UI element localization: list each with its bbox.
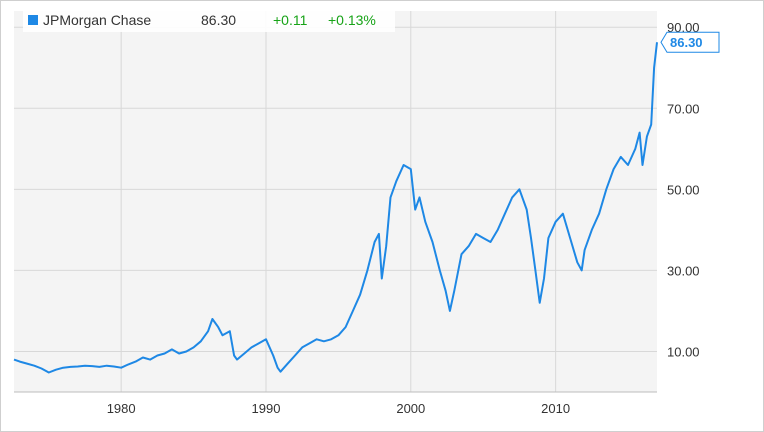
y-tick-label: 70.00 [667,101,700,116]
y-tick-label: 50.00 [667,182,700,197]
legend-change-percent: +0.13% [328,12,376,28]
price-tag-value: 86.30 [670,35,703,50]
price-series-line [13,42,658,374]
legend: JPMorgan Chase 86.30 +0.11 +0.13% [23,8,395,32]
legend-change: +0.11 [273,12,308,28]
x-tick-label: 2000 [396,401,425,416]
y-tick-label: 30.00 [667,263,700,278]
x-axis-labels: 1980 1990 2000 2010 [107,401,570,416]
legend-series-name: JPMorgan Chase [43,12,151,28]
current-price-tag: 86.30 [660,31,720,53]
y-tick-label: 10.00 [667,344,700,359]
price-tag-shape [660,31,720,53]
plot-area [14,11,657,392]
legend-swatch [28,15,38,25]
y-tick-label: 90.00 [667,20,700,35]
legend-price: 86.30 [201,12,236,28]
x-tick-label: 1980 [107,401,136,416]
x-tick-label: 2010 [541,401,570,416]
y-axis-labels: 10.00 30.00 50.00 70.00 90.00 [667,20,700,359]
x-tick-label: 1990 [252,401,281,416]
